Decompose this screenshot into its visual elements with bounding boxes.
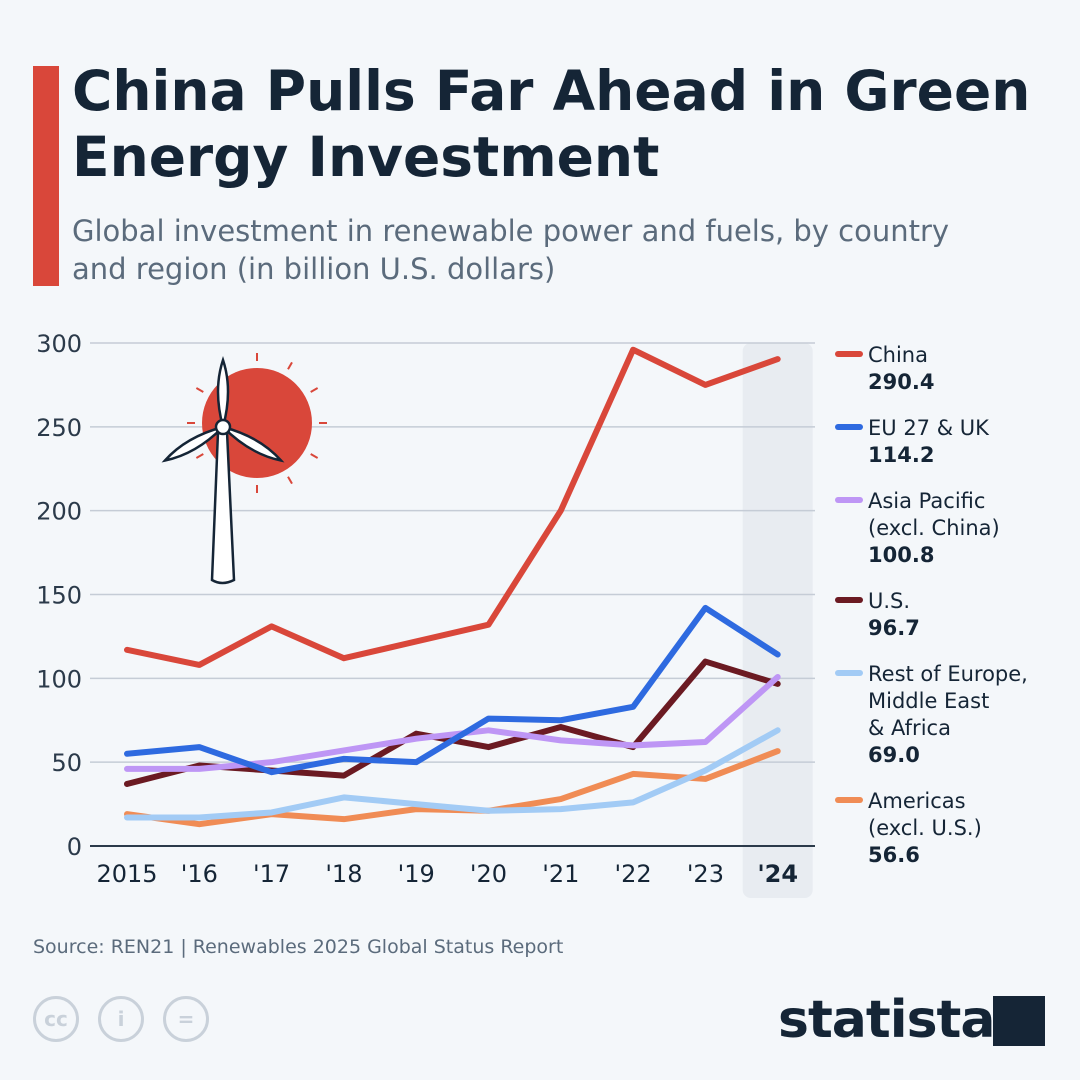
statista-logo-mark bbox=[993, 996, 1045, 1046]
x-tick-label: '21 bbox=[542, 860, 579, 888]
series-line bbox=[124, 604, 781, 776]
legend-label: Americas bbox=[868, 789, 966, 813]
y-tick-label: 200 bbox=[36, 498, 82, 526]
turbine-hub bbox=[214, 418, 232, 436]
legend-label: China bbox=[868, 343, 928, 367]
y-tick-label: 150 bbox=[36, 582, 82, 610]
y-tick-label: 300 bbox=[36, 330, 82, 358]
source-note: Source: REN21 | Renewables 2025 Global S… bbox=[33, 936, 564, 958]
legend-label: & Africa bbox=[868, 716, 951, 740]
series-line bbox=[124, 673, 781, 772]
x-tick-label: '17 bbox=[253, 860, 290, 888]
x-tick-label: '23 bbox=[687, 860, 724, 888]
series-line bbox=[124, 727, 781, 821]
sun-ray bbox=[310, 387, 319, 393]
x-tick-label: '22 bbox=[615, 860, 652, 888]
turbine-blade bbox=[161, 424, 228, 463]
statista-logo: statista bbox=[778, 990, 995, 1050]
legend-value: 56.6 bbox=[868, 843, 920, 867]
cc-icon: cc bbox=[33, 996, 79, 1042]
legend-value: 290.4 bbox=[868, 370, 934, 394]
wind-turbine-icon bbox=[210, 430, 236, 585]
y-tick-label: 0 bbox=[67, 833, 82, 861]
sun-ray bbox=[287, 361, 293, 370]
turbine-blade bbox=[216, 356, 230, 432]
y-tick-label: 100 bbox=[36, 665, 82, 693]
x-tick-label: 2015 bbox=[96, 860, 157, 888]
x-tick-label: '18 bbox=[325, 860, 362, 888]
legend-value: 100.8 bbox=[868, 543, 934, 567]
sun-ray bbox=[195, 453, 204, 459]
legend-label: EU 27 & UK bbox=[868, 416, 990, 440]
sun-ray bbox=[310, 453, 319, 459]
attribution-icon: i bbox=[98, 996, 144, 1042]
series-line bbox=[124, 346, 781, 668]
sun-ray bbox=[287, 476, 293, 485]
legend-label: U.S. bbox=[868, 589, 910, 613]
legend-label: Asia Pacific bbox=[868, 489, 985, 513]
legend-label: Middle East bbox=[868, 689, 989, 713]
y-tick-label: 250 bbox=[36, 414, 82, 442]
y-tick-label: 50 bbox=[51, 749, 82, 777]
x-tick-label: '20 bbox=[470, 860, 507, 888]
legend-value: 96.7 bbox=[868, 616, 920, 640]
x-tick-label: '24 bbox=[757, 860, 798, 888]
legend-value: 114.2 bbox=[868, 443, 934, 467]
legend-label: Rest of Europe, bbox=[868, 662, 1028, 686]
accent-bar bbox=[33, 66, 59, 286]
legend-label: (excl. China) bbox=[868, 516, 1000, 540]
page-title: China Pulls Far Ahead in Green Energy In… bbox=[72, 59, 1031, 189]
turbine-blade bbox=[218, 424, 285, 463]
sun-ray bbox=[195, 387, 204, 393]
legend-label: (excl. U.S.) bbox=[868, 816, 982, 840]
no-derivatives-icon: = bbox=[163, 996, 209, 1042]
x-tick-label: '16 bbox=[181, 860, 218, 888]
x-tick-label: '19 bbox=[398, 860, 435, 888]
sun-icon bbox=[202, 368, 312, 478]
legend-value: 69.0 bbox=[868, 743, 920, 767]
subtitle: Global investment in renewable power and… bbox=[72, 214, 950, 286]
